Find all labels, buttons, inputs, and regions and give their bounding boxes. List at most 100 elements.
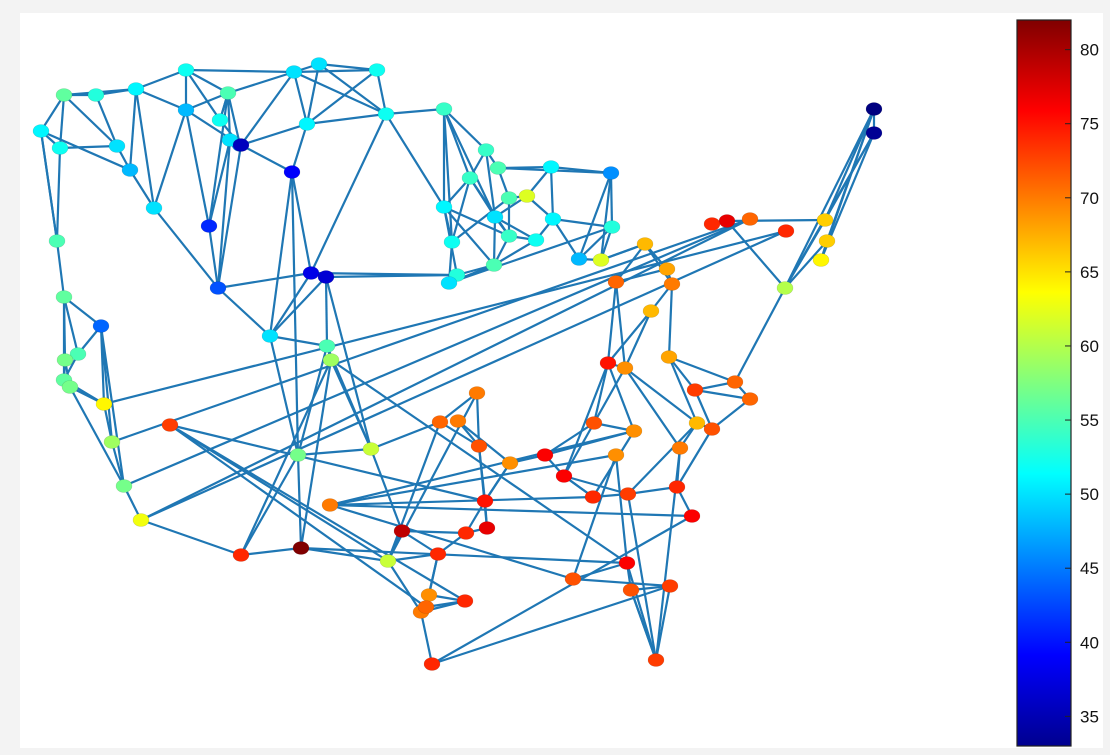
graph-edge xyxy=(624,367,698,424)
graph-edges xyxy=(39,62,876,666)
graph-node xyxy=(625,424,643,438)
graph-edge xyxy=(676,428,713,488)
graph-node xyxy=(603,220,621,234)
graph-edge xyxy=(615,243,646,283)
graph-edge xyxy=(693,389,714,430)
graph-edge xyxy=(299,359,333,549)
graph-edge xyxy=(593,367,626,424)
graph-edge xyxy=(329,503,693,518)
graph-node xyxy=(423,657,441,671)
graph-edge xyxy=(375,69,388,115)
graph-edge xyxy=(240,71,295,146)
graph-node xyxy=(219,86,237,100)
graph-edge xyxy=(290,171,300,456)
graph-edge xyxy=(329,495,594,507)
graph-edge xyxy=(562,362,610,477)
graph-node xyxy=(177,103,195,117)
graph-edge xyxy=(227,70,295,95)
graph-edge xyxy=(62,296,80,355)
graph-node xyxy=(145,201,163,215)
graph-node xyxy=(61,380,79,394)
graph-edge xyxy=(667,356,699,424)
graph-edge xyxy=(549,166,555,220)
graph-edge xyxy=(607,310,652,364)
graph-edge xyxy=(240,454,299,556)
colorbar-tick-label: 65 xyxy=(1080,263,1099,282)
graph-node xyxy=(741,212,759,226)
graph-node xyxy=(636,237,654,251)
graph-node xyxy=(55,88,73,102)
graph-node xyxy=(500,229,518,243)
graph-edge xyxy=(419,611,434,665)
graph-edge xyxy=(592,362,610,424)
graph-edge xyxy=(69,386,125,487)
graph-edge xyxy=(369,448,404,532)
graph-edge xyxy=(153,207,219,289)
graph-node xyxy=(283,165,301,179)
graph-edge xyxy=(324,276,329,347)
graph-edge xyxy=(493,239,537,266)
graph-edge xyxy=(668,355,736,384)
graph-edge xyxy=(169,423,486,503)
graph-edge xyxy=(305,63,321,125)
graph-node xyxy=(619,487,637,501)
graph-node xyxy=(647,653,665,667)
graph-node xyxy=(318,339,336,353)
graph-edge xyxy=(668,356,696,391)
graph-edge xyxy=(184,109,211,227)
graph-node xyxy=(544,212,562,226)
graph-edge xyxy=(443,206,495,266)
graph-node xyxy=(584,490,602,504)
graph-node xyxy=(302,266,320,280)
graph-node xyxy=(865,102,883,116)
graph-node xyxy=(489,161,507,175)
graph-edge xyxy=(784,108,875,289)
colorbar-tick-label: 45 xyxy=(1080,559,1099,578)
graph-edge xyxy=(293,68,378,74)
graph-edge xyxy=(292,71,309,125)
graph-node xyxy=(703,217,721,231)
graph-node xyxy=(103,435,121,449)
graph-edge xyxy=(290,171,313,274)
graph-edge xyxy=(300,546,389,563)
graph-edge xyxy=(477,445,487,502)
graph-edge xyxy=(226,92,242,146)
graph-edge xyxy=(216,139,232,289)
graph-edge xyxy=(431,584,671,666)
graph-edge xyxy=(711,398,751,430)
graph-node xyxy=(518,189,536,203)
graph-edge xyxy=(734,287,786,383)
graph-node xyxy=(161,418,179,432)
graph-edge xyxy=(484,149,497,218)
graph-edge xyxy=(290,123,309,173)
graph-edge xyxy=(451,197,510,243)
graph-edge xyxy=(726,220,786,289)
graph-node xyxy=(663,277,681,291)
graph-edge xyxy=(40,94,65,132)
graph-edge xyxy=(297,447,372,457)
graph-node xyxy=(285,65,303,79)
graph-edge xyxy=(629,589,658,661)
graph-edge xyxy=(329,453,617,507)
graph-node xyxy=(115,479,133,493)
graph-node xyxy=(564,572,582,586)
graph-node xyxy=(108,139,126,153)
graph-edge xyxy=(128,88,138,171)
graph-node xyxy=(32,124,50,138)
graph-node xyxy=(688,416,706,430)
graph-node xyxy=(818,234,836,248)
graph-edge xyxy=(469,177,510,237)
graph-node xyxy=(377,107,395,121)
graph-edge xyxy=(55,240,66,298)
graph-edge xyxy=(667,283,674,358)
colorbar-tick-label: 80 xyxy=(1080,41,1099,60)
graph-edge xyxy=(824,132,875,221)
graph-edge xyxy=(111,217,751,444)
graph-edge xyxy=(484,462,511,502)
graph-edge xyxy=(448,225,613,285)
graph-edge xyxy=(614,281,627,369)
graph-edge xyxy=(552,217,613,229)
graph-edge xyxy=(439,392,478,423)
graph-edge xyxy=(94,94,119,147)
